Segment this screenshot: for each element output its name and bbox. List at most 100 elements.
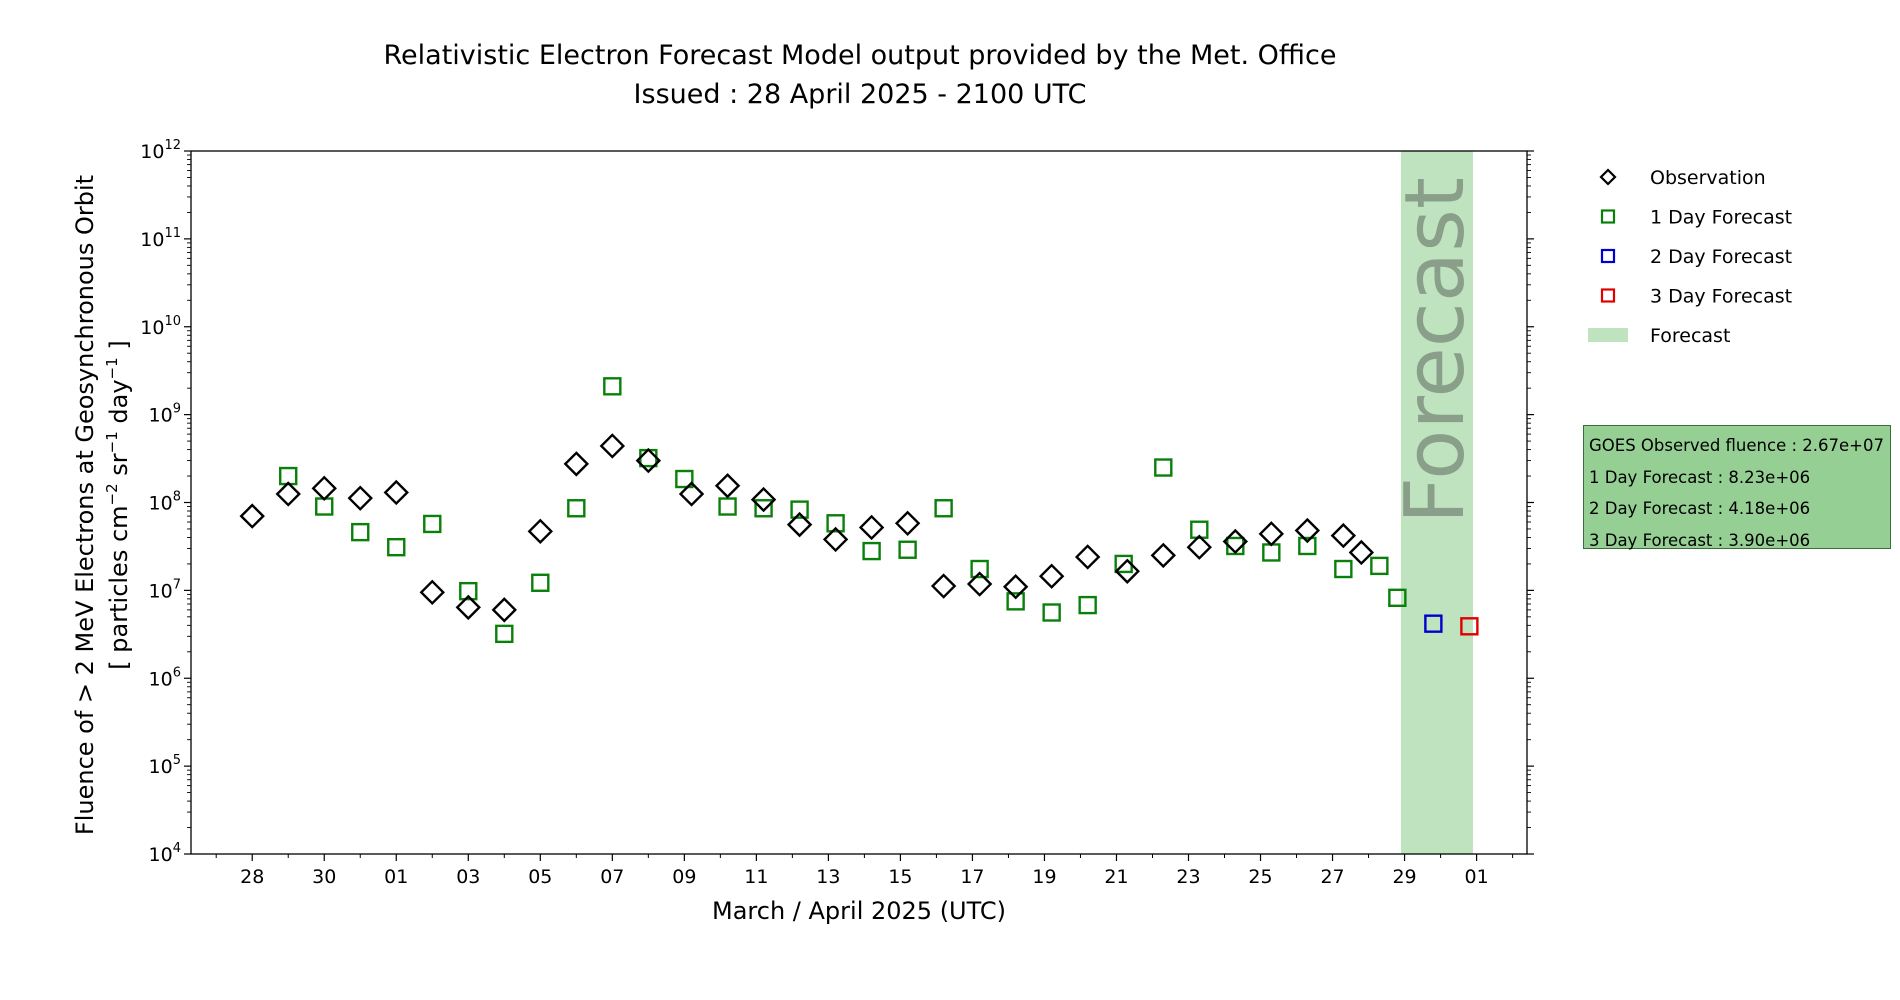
observation-point [1002,574,1029,600]
observation-point [894,510,921,536]
day1-forecast-point [531,573,550,592]
x-tick-label: 09 [672,866,696,888]
legend-label: Forecast [1650,325,1730,347]
legend-label: 3 Day Forecast [1650,286,1792,308]
observation-point [1348,539,1375,566]
observation-point [930,573,957,599]
day1-forecast-point [351,522,370,542]
day1-forecast-point [826,514,845,533]
ylabel-units-d: ] [105,340,133,357]
x-tick-label: 05 [528,866,552,888]
x-tick-label: 25 [1248,866,1272,888]
legend-square-marker [1600,209,1616,224]
x-tick-label: 28 [240,866,264,888]
day1-forecast-point [862,541,881,561]
day1-forecast-point [1370,556,1389,576]
title-line-2: Issued : 28 April 2025 - 2100 UTC [634,79,1087,110]
day3-forecast-point [1460,617,1479,636]
day1-forecast-point [567,499,586,518]
day1-forecast-point [1262,543,1281,562]
ylabel-exp-sr: −1 [103,431,121,453]
observation-point [1038,563,1065,589]
observation-point [1074,544,1101,570]
day1-forecast-point [639,448,658,468]
observation-point [1222,528,1249,555]
legend: Observation 1 Day Forecast 2 Day Forecast 3… [1588,167,1792,347]
day1-forecast-point [1078,595,1097,615]
day1-forecast-point [1154,458,1173,477]
y-axis-label-line-2: [ particles cm−2 sr−1 day−1 ] [103,340,133,669]
day1-forecast-point [603,377,622,396]
observation-point [858,514,885,541]
forecast-band-label: Forecast [1388,177,1483,524]
day1-forecast-point [495,624,514,644]
x-tick-label: 17 [960,866,984,888]
title-line-1: Relativistic Electron Forecast Model out… [384,40,1337,71]
observation-point [1150,542,1176,569]
x-tick-label: 30 [312,866,336,888]
observation-point [383,479,409,506]
day1-forecast-point [1334,559,1353,579]
y-tick-label: 106 [149,665,181,690]
y-tick-label: 1011 [140,226,181,251]
observation-point [1114,558,1140,584]
day1-forecast-point [934,499,953,518]
data-points-layer [239,377,1479,644]
y-axis-label: Fluence of > 2 MeV Electrons at Geosynch… [71,175,133,835]
forecast-band-layer: Forecast [1388,151,1483,854]
y-axis-label-line-1: Fluence of > 2 MeV Electrons at Geosynch… [71,175,99,835]
x-tick-label: 21 [1104,866,1128,888]
day1-forecast-point [790,500,809,519]
observation-point [563,451,590,477]
x-tick-label: 01 [384,866,408,888]
day1-forecast-point [970,559,989,579]
y-tick-labels: 104 105 106 107 108 109 1010 1011 1012 [140,138,181,866]
ylabel-exp-cm: −2 [103,483,121,505]
day1-forecast-point [1006,592,1025,611]
chart-title: Relativistic Electron Forecast Model out… [384,40,1337,110]
observation-point [786,511,813,538]
forecast-band [1400,151,1473,854]
day1-forecast-point [459,581,478,601]
observation-point [1330,522,1357,549]
observation-point [750,486,777,513]
info-2-day-forecast: 2 Day Forecast : 4.18e+06 [1589,499,1811,518]
info-3-day-forecast: 3 Day Forecast : 3.90e+06 [1589,530,1811,550]
x-tick-label: 13 [816,866,840,888]
day1-forecast-point [1298,536,1317,556]
observation-point [678,481,705,507]
observation-point [491,597,517,623]
info-goes-observed: GOES Observed fluence : 2.67e+07 [1589,436,1884,455]
y-tick-label: 107 [149,577,181,602]
observation-point [822,526,849,553]
axis-ticks-layer [184,150,1534,861]
legend-square-marker [1600,288,1616,303]
observation-point [311,475,337,502]
observation-point [1258,521,1285,547]
fluence-info-box: GOES Observed fluence : 2.67e+07 1 Day F… [1583,425,1891,550]
day1-forecast-point [1388,588,1407,608]
y-tick-label: 105 [149,753,181,778]
x-axis-label: March / April 2025 (UTC) [712,897,1006,925]
x-tick-label: 29 [1392,866,1416,888]
plot-frame [190,150,1528,855]
x-tick-label: 23 [1176,866,1200,888]
x-tick-label: 07 [600,866,624,888]
x-tick-label: 01 [1464,866,1488,888]
day1-forecast-point [1042,603,1061,622]
observation-point [599,433,626,459]
x-tick-label: 19 [1032,866,1056,888]
y-tick-label: 1012 [140,138,181,163]
day2-forecast-point [1424,614,1443,633]
day1-forecast-point [718,497,737,516]
y-tick-label: 104 [149,841,181,866]
observation-point [635,447,662,474]
observation-point [527,518,554,545]
info-1-day-forecast: 1 Day Forecast : 8.23e+06 [1589,467,1811,487]
day1-forecast-point [754,499,773,518]
ylabel-units-c: day [105,379,133,431]
observation-point [966,571,993,597]
x-tick-label: 03 [456,866,480,888]
day1-forecast-point [423,514,442,534]
x-tick-label: 11 [744,866,768,888]
